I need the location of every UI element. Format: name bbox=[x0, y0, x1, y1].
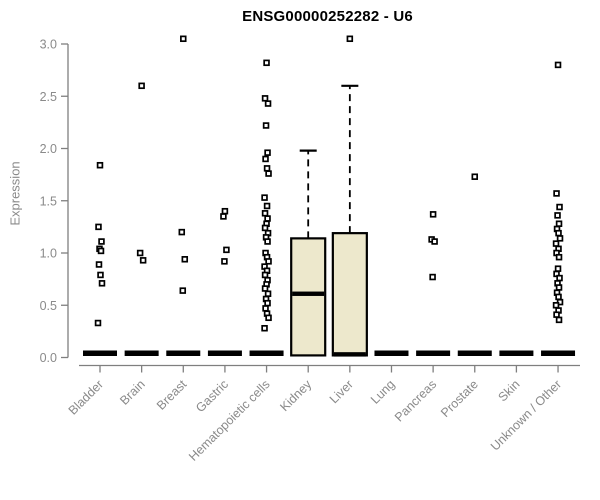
outlier-point bbox=[264, 100, 272, 107]
outlier-point bbox=[262, 122, 270, 129]
outlier-point bbox=[221, 258, 228, 265]
outlier-point bbox=[265, 170, 272, 177]
outlier-point bbox=[261, 271, 269, 279]
zero-bar bbox=[457, 350, 492, 356]
outlier-point bbox=[555, 293, 562, 301]
zero-bar bbox=[499, 350, 534, 356]
x-tick-label: Hematopoietic cells bbox=[186, 377, 273, 464]
outlier-point bbox=[95, 261, 103, 268]
zero-bar bbox=[249, 350, 284, 356]
y-tick-label: 1.5 bbox=[40, 194, 57, 208]
outlier-point bbox=[552, 240, 560, 247]
outlier-point bbox=[94, 319, 102, 327]
outlier-point bbox=[261, 210, 269, 217]
box bbox=[290, 237, 327, 357]
outlier-point bbox=[97, 247, 105, 255]
outlier-point bbox=[264, 299, 271, 307]
outlier-point bbox=[138, 82, 145, 90]
outlier-point bbox=[555, 253, 563, 261]
chart-title: ENSG00000252282 - U6 bbox=[242, 8, 413, 25]
y-tick-label: 0.0 bbox=[40, 351, 57, 365]
outlier-point bbox=[555, 229, 562, 237]
x-tick-label: Prostate bbox=[438, 377, 481, 420]
outlier-point bbox=[261, 324, 268, 332]
outlier-point bbox=[554, 265, 562, 272]
outlier-point bbox=[261, 194, 268, 201]
outlier-point bbox=[97, 271, 104, 279]
y-tick-label: 3.0 bbox=[40, 38, 57, 52]
outlier-point bbox=[554, 212, 561, 219]
outlier-point bbox=[263, 202, 271, 210]
outlier-point bbox=[136, 249, 144, 257]
y-tick-label: 2.5 bbox=[40, 90, 57, 104]
outlier-point bbox=[555, 220, 563, 227]
zero-bar bbox=[124, 350, 159, 356]
outlier-point bbox=[264, 238, 271, 245]
outlier-point bbox=[552, 302, 560, 309]
outlier-point bbox=[555, 284, 563, 291]
x-tick-label: Liver bbox=[327, 377, 356, 406]
outlier-point bbox=[555, 316, 563, 324]
outlier-point bbox=[264, 149, 271, 156]
outlier-point bbox=[181, 256, 189, 263]
x-tick-label: Breast bbox=[154, 377, 190, 413]
outlier-point bbox=[263, 59, 270, 67]
outlier-point bbox=[261, 95, 269, 102]
outlier-point bbox=[556, 274, 563, 282]
outlier-point bbox=[178, 228, 186, 236]
zero-bar bbox=[166, 350, 201, 356]
x-tick-label: Kidney bbox=[277, 377, 314, 414]
outlier-point bbox=[264, 215, 271, 222]
zero-bar bbox=[416, 350, 451, 356]
outlier-point bbox=[346, 35, 354, 43]
zero-bar bbox=[374, 350, 409, 356]
outlier-point bbox=[263, 165, 271, 172]
outlier-point bbox=[556, 203, 563, 211]
box bbox=[331, 232, 368, 357]
outlier-point bbox=[261, 224, 269, 232]
outlier-point bbox=[265, 258, 272, 265]
outlier-point bbox=[264, 290, 272, 298]
outlier-point bbox=[98, 280, 106, 287]
median-line bbox=[292, 291, 325, 296]
outlier-point bbox=[223, 246, 230, 254]
outlier-point bbox=[262, 305, 269, 312]
outlier-point bbox=[261, 285, 269, 292]
outlier-point bbox=[429, 211, 437, 218]
outlier-point bbox=[431, 238, 438, 245]
x-tick-label: Lung bbox=[368, 377, 398, 407]
x-tick-label: Bladder bbox=[66, 377, 106, 417]
outlier-point bbox=[180, 35, 187, 43]
outlier-point bbox=[553, 311, 560, 318]
outlier-point bbox=[554, 61, 562, 69]
outlier-point bbox=[96, 161, 104, 169]
outlier-point bbox=[553, 190, 560, 197]
x-tick-label: Brain bbox=[117, 377, 148, 408]
y-tick-label: 0.5 bbox=[40, 299, 57, 313]
outlier-point bbox=[179, 287, 187, 294]
outlier-point bbox=[221, 207, 229, 215]
outlier-point bbox=[98, 238, 105, 245]
y-tick-label: 2.0 bbox=[40, 142, 57, 156]
outlier-point bbox=[262, 155, 269, 163]
x-tick-label: Pancreas bbox=[392, 377, 439, 424]
zero-bar bbox=[541, 350, 576, 356]
zero-bar bbox=[83, 350, 117, 356]
x-tick-label: Gastric bbox=[193, 377, 231, 415]
median-line bbox=[333, 352, 366, 357]
outlier-point bbox=[220, 213, 227, 220]
x-tick-label: Skin bbox=[495, 377, 522, 404]
x-tick-label: Unknown / Other bbox=[488, 377, 564, 453]
outlier-point bbox=[471, 173, 479, 180]
zero-bar bbox=[207, 350, 242, 356]
y-tick-label: 1.0 bbox=[40, 247, 57, 261]
outlier-point bbox=[265, 314, 272, 322]
outlier-point bbox=[95, 223, 102, 231]
outlier-point bbox=[429, 273, 436, 281]
outlier-point bbox=[556, 235, 564, 242]
outlier-point bbox=[139, 257, 147, 264]
